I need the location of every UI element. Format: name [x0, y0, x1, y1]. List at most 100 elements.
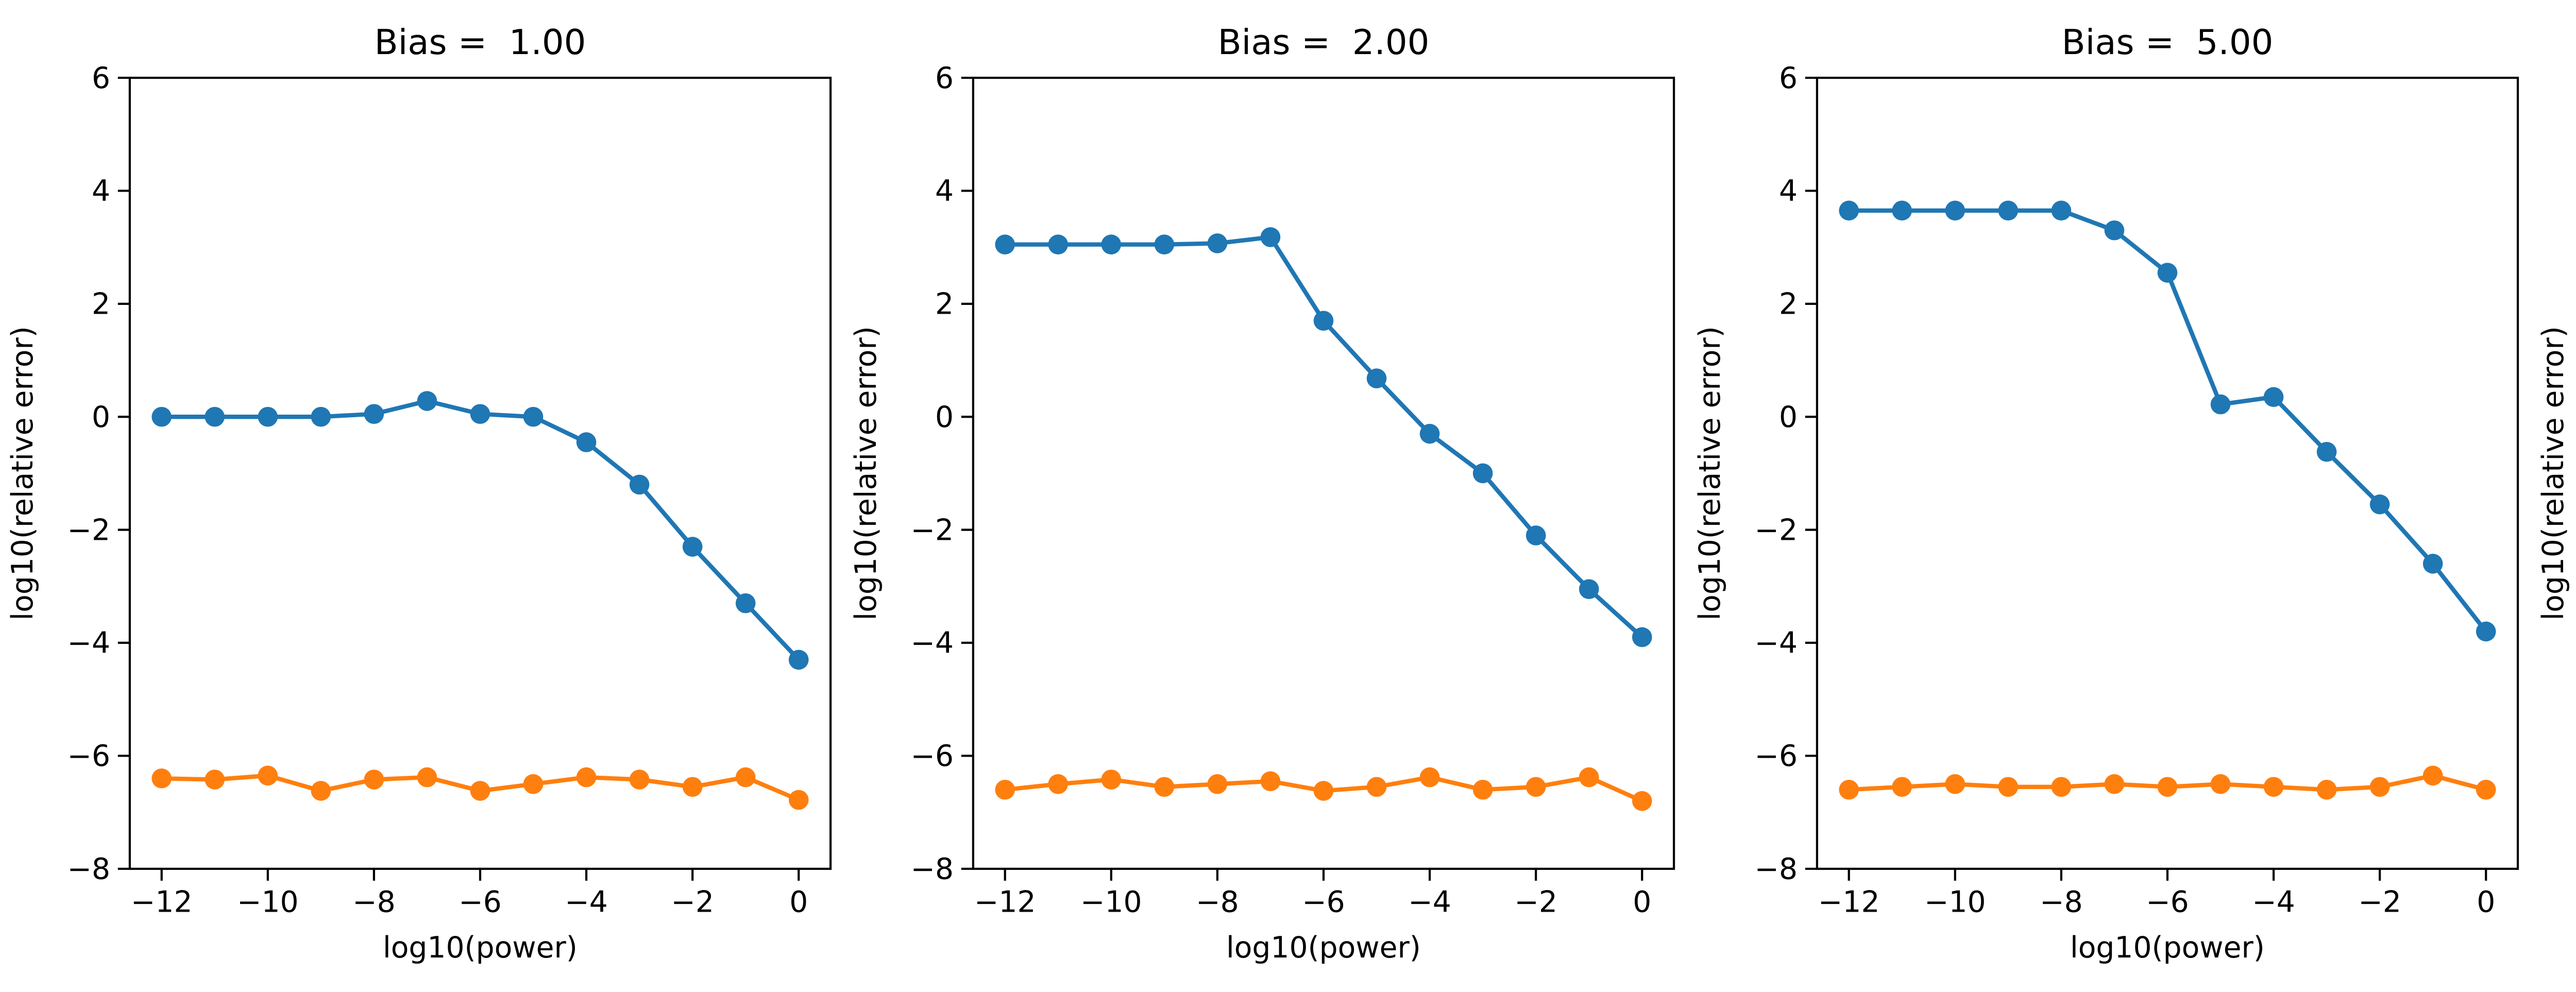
expm1-based-marker [995, 779, 1015, 800]
pow-based-marker [2263, 387, 2283, 407]
y-tick-label: 0 [92, 400, 110, 434]
x-tick-label: −10 [1924, 885, 1986, 919]
pow-based-marker [2210, 394, 2230, 415]
y-tick-label: 0 [1779, 400, 1798, 434]
axes-frame [128, 76, 832, 870]
expm1-based-marker [1891, 777, 1912, 797]
x-tick-label: 0 [2477, 885, 2495, 919]
expm1-based-marker [1944, 774, 1965, 794]
expm1-based-marker [2369, 777, 2389, 797]
x-tick-label: 0 [789, 885, 808, 919]
y-axis-label: log10(relative error) [2536, 326, 2570, 620]
y-tick-label: −8 [67, 852, 111, 886]
pow-based-marker [470, 404, 490, 424]
pow-based-line [161, 399, 801, 661]
expm1-based-marker [2263, 777, 2283, 797]
expm1-based-marker [629, 769, 650, 790]
expm1-based-marker [311, 781, 331, 801]
x-tick-label: −2 [1515, 885, 1558, 919]
x-tick-label: −8 [1196, 885, 1239, 919]
pow-based-marker [1526, 525, 1546, 545]
expm1-based-marker [1101, 769, 1122, 790]
subplot-bias-5: −12 −10 −8 −6 −4 −2 0 −8 −6 −4 −2 0 2 4 6 Bias = 5.00 lo… [1692, 22, 2519, 965]
y-tick-label: −8 [1754, 852, 1798, 886]
y-tick-label: −2 [67, 513, 111, 547]
pow-based-marker [2422, 554, 2443, 574]
y-tick-label: 6 [935, 61, 954, 95]
x-tick-label: −6 [459, 885, 502, 919]
pow-based-marker [1632, 627, 1652, 647]
x-axis-label: log10(power) [2070, 931, 2265, 965]
pow-based-marker [1998, 200, 2018, 221]
expm1-based-marker [1998, 777, 2018, 797]
expm1-based-marker [1473, 779, 1493, 800]
subplot-bias-1: −12 −10 −8 −6 −4 −2 0 −8 −6 −4 −2 0 2 4 6 Bias = 1.00 lo… [6, 22, 832, 965]
x-axis-label: log10(power) [383, 931, 578, 965]
pow-based-marker [1101, 234, 1122, 254]
expm1-based-marker [1632, 791, 1652, 811]
y-tick-label: 4 [935, 174, 954, 208]
expm1-based-marker [205, 769, 225, 790]
x-tick-label: −10 [1080, 885, 1142, 919]
axes-frame [972, 76, 1675, 870]
x-tick-label: −6 [2146, 885, 2189, 919]
x-tick-label: −12 [974, 885, 1036, 919]
x-tick-label: −4 [565, 885, 608, 919]
expm1-based-marker [1526, 777, 1546, 797]
y-tick-label: −4 [911, 626, 954, 660]
pow-based-marker [1944, 200, 1965, 221]
pow-based-marker [1313, 311, 1334, 331]
pow-based-marker [735, 593, 756, 613]
x-tick-label: −6 [1302, 885, 1345, 919]
x-tick-label: −2 [2358, 885, 2401, 919]
expm1-based-marker [470, 781, 490, 801]
subplot-title: Bias = 1.00 [375, 22, 586, 62]
expm1-based-marker [1366, 777, 1387, 797]
y-tick-label: 6 [92, 61, 110, 95]
pow-based-marker [205, 406, 225, 427]
pow-based-marker [364, 404, 384, 424]
pow-based-line [1005, 234, 1644, 639]
x-tick-label: −8 [2040, 885, 2083, 919]
x-tick-label: −10 [237, 885, 299, 919]
pow-based-marker [2104, 220, 2124, 241]
pow-based-marker [1154, 234, 1175, 254]
x-tick-label: −4 [2252, 885, 2295, 919]
y-axis-label: log10(relative error) [1692, 326, 1726, 620]
x-tick-label: 0 [1633, 885, 1651, 919]
x-tick-label: −12 [131, 885, 193, 919]
pow-based-marker [1260, 227, 1281, 247]
expm1-based-marker [788, 790, 809, 810]
expm1-based-marker [1260, 771, 1281, 792]
expm1-based-marker [2476, 779, 2496, 800]
pow-based-marker [417, 391, 437, 411]
expm1-based-marker [2210, 774, 2230, 794]
expm1-based-marker [1154, 777, 1175, 797]
pow-based-marker [151, 406, 172, 427]
y-tick-label: −6 [1754, 739, 1798, 773]
expm1-based-marker [1313, 781, 1334, 801]
y-tick-label: 2 [1779, 287, 1798, 321]
y-tick-label: 6 [1779, 61, 1798, 95]
expm1-based-marker [417, 767, 437, 788]
pow-based-marker [311, 406, 331, 427]
expm1-based-marker [1579, 767, 1599, 788]
pow-based-marker [629, 474, 650, 495]
pow-based-marker [2316, 441, 2336, 462]
subplot-title: Bias = 2.00 [1218, 22, 1430, 62]
pow-based-marker [788, 649, 809, 670]
y-tick-label: −8 [911, 852, 954, 886]
x-axis-label: log10(power) [1226, 931, 1421, 965]
y-tick-label: −4 [1754, 626, 1798, 660]
pow-based-marker [1366, 368, 1387, 388]
y-tick-label: 2 [92, 287, 110, 321]
x-tick-label: −8 [352, 885, 396, 919]
y-tick-label: −2 [911, 513, 954, 547]
expm1-based-marker [151, 768, 172, 789]
y-tick-label: −4 [67, 626, 111, 660]
pow-based-marker [995, 234, 1015, 254]
pow-based-marker [1048, 234, 1069, 254]
pow-based-marker [1207, 233, 1228, 253]
